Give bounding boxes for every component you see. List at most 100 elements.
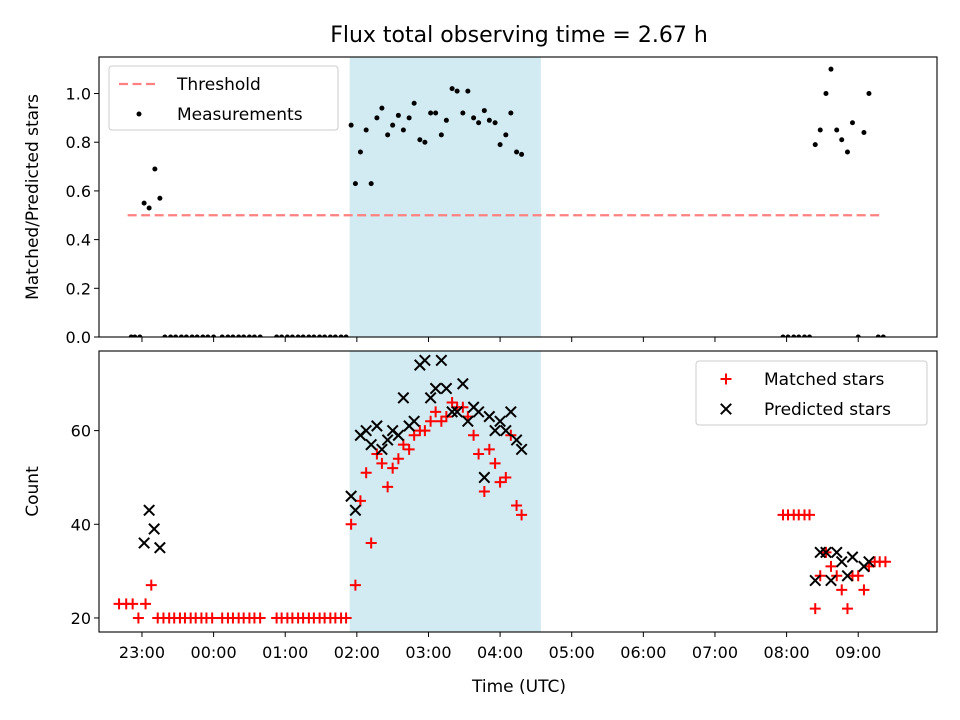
predicted-stars-point xyxy=(504,405,517,418)
measurements-point xyxy=(839,137,845,143)
y-tick-label: 0.4 xyxy=(66,231,91,250)
measurements-point xyxy=(801,334,807,337)
measurements-point xyxy=(497,142,503,148)
measurements-point xyxy=(295,334,301,337)
matched-stars-point xyxy=(804,509,816,521)
matched-stars-point xyxy=(489,457,501,469)
matched-stars-point xyxy=(430,406,442,418)
measurements-point xyxy=(132,334,138,337)
legend-box xyxy=(108,65,339,131)
y-tick-label: 0.8 xyxy=(66,133,91,152)
matched-stars-point xyxy=(446,397,458,409)
legend: Matched stars Predicted stars xyxy=(695,360,928,426)
matched-stars-point xyxy=(376,457,388,469)
x-tick-label: 02:00 xyxy=(334,643,380,662)
matched-stars-point xyxy=(397,439,409,451)
highlight-band xyxy=(349,57,541,337)
matched-stars-point xyxy=(825,560,837,572)
x-tick-label: 03:00 xyxy=(405,643,451,662)
matched-stars-point xyxy=(831,570,843,582)
measurements-point xyxy=(168,334,174,337)
predicted-stars-point xyxy=(863,555,875,568)
y-axis-label: Count xyxy=(23,466,43,517)
measurements-point xyxy=(230,334,236,337)
predicted-stars-point xyxy=(392,429,405,442)
measurements-point xyxy=(406,115,412,121)
matched-stars-point xyxy=(841,603,853,615)
x-tick-label: 06:00 xyxy=(620,643,666,662)
measurements-point xyxy=(465,88,471,94)
panel-data xyxy=(127,66,886,337)
panel-counts: 20 40 60 23:00 00:00 01:00 02:00 03:00 04:00 05:0… xyxy=(23,350,938,662)
matched-stars-point xyxy=(457,401,469,413)
measurements-point xyxy=(807,334,813,337)
x-tick-label: 01:00 xyxy=(262,643,308,662)
legend-plus-marker xyxy=(720,373,732,385)
matched-stars-point xyxy=(500,471,512,483)
measurements-point xyxy=(379,105,385,111)
matched-stars-point xyxy=(365,537,377,549)
measurements-point xyxy=(211,334,217,337)
predicted-stars-point xyxy=(451,405,464,418)
predicted-stars-point xyxy=(494,415,507,428)
measurements-point xyxy=(236,334,242,337)
measurements-point xyxy=(189,334,195,337)
measurements-point xyxy=(855,334,861,337)
predicted-stars-point xyxy=(397,391,410,404)
matched-stars-point xyxy=(145,579,157,591)
measurements-point xyxy=(866,91,872,97)
measurements-point xyxy=(875,334,881,337)
measurements-point xyxy=(849,120,855,126)
measurements-point xyxy=(508,110,514,116)
measurements-point xyxy=(880,334,886,337)
predicted-stars-point xyxy=(440,382,453,395)
measurements-point xyxy=(454,88,460,94)
matched-stars-point xyxy=(468,429,480,441)
x-tick-label: 07:00 xyxy=(692,643,738,662)
measurements-point xyxy=(503,132,509,138)
measurements-point xyxy=(422,139,428,145)
matched-stars-point xyxy=(345,518,357,530)
predicted-stars-point xyxy=(461,415,474,428)
plot-frame xyxy=(98,350,938,633)
measurements-point xyxy=(289,334,295,337)
chart-title: Flux total observing time = 2.67 h xyxy=(330,23,708,48)
matched-stars-point xyxy=(382,481,394,493)
predicted-stars-point xyxy=(820,546,832,559)
measurements-point xyxy=(400,127,406,133)
measurements-point xyxy=(481,108,487,114)
measurements-point xyxy=(327,334,333,337)
matched-stars-point xyxy=(408,429,420,441)
panel-data xyxy=(113,354,891,624)
predicted-stars-point xyxy=(408,415,421,428)
predicted-stars-point xyxy=(148,523,161,535)
matched-stars-point xyxy=(809,603,821,615)
measurements-point xyxy=(443,117,449,123)
measurements-point xyxy=(791,334,797,337)
matched-stars-point xyxy=(879,556,891,568)
predicted-stars-point xyxy=(510,434,523,446)
measurements-point xyxy=(300,334,306,337)
measurements-point xyxy=(137,334,143,337)
predicted-stars-point xyxy=(153,541,166,554)
measurements-point xyxy=(433,110,439,116)
legend-label: Measurements xyxy=(177,105,303,125)
predicted-stars-point xyxy=(376,443,388,456)
predicted-stars-point xyxy=(472,405,485,418)
matched-stars-point xyxy=(435,415,447,427)
y-tick-label: 60 xyxy=(71,422,91,441)
predicted-stars-point xyxy=(138,537,151,549)
matched-stars-point xyxy=(392,453,404,465)
measurements-point xyxy=(257,334,263,337)
measurements-point xyxy=(141,200,147,206)
predicted-stars-point xyxy=(365,438,378,451)
y-tick-label: 0.6 xyxy=(66,182,91,201)
predicted-stars-point xyxy=(446,405,459,418)
measurements-point xyxy=(352,181,358,187)
matched-stars-point xyxy=(340,612,352,624)
measurements-point xyxy=(194,334,200,337)
measurements-point xyxy=(368,181,374,187)
matched-stars-point xyxy=(140,598,152,610)
matched-stars-point xyxy=(206,612,218,624)
measurements-point xyxy=(428,110,434,116)
